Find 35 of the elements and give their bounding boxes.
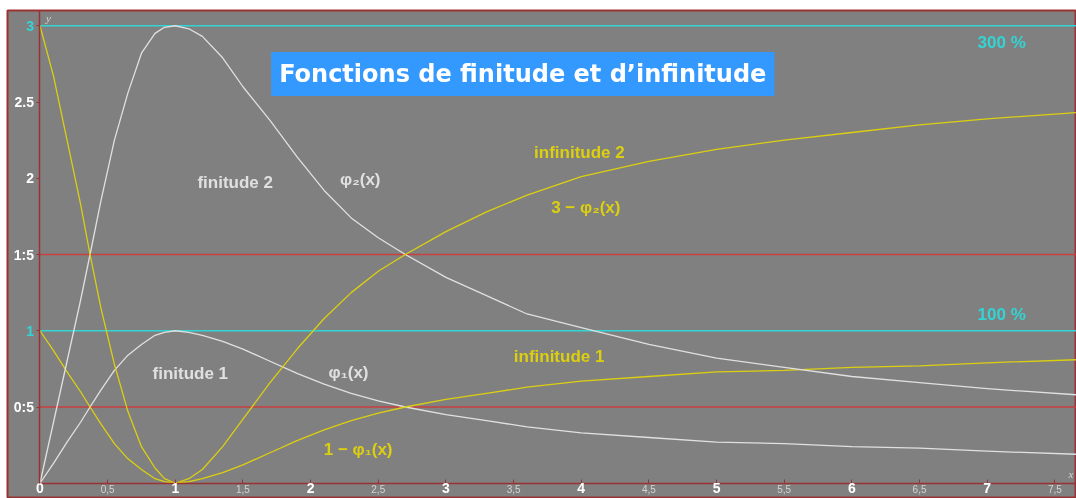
x-tick-label: 1 (171, 480, 180, 497)
text: Fonctions de finitude et d’infinitude (279, 59, 767, 88)
annotation: 1 − φ₁(x) (323, 440, 393, 460)
y-tick-label: 2.5 (14, 94, 35, 110)
x-tick-label: 7,5 (1047, 484, 1063, 496)
y-tick-label: 3 (26, 17, 35, 34)
x-tick-label: 2,5 (371, 484, 386, 496)
annotation: finitude 2 (197, 173, 273, 193)
y-tick-label: 1 (26, 322, 35, 339)
x-tick-label: 6 (847, 480, 856, 497)
x-tick-label: 3 (442, 480, 451, 497)
x-tick-label: 2 (306, 480, 315, 497)
ref-line-label: 100 % (977, 304, 1026, 324)
x-tick-label: 0 (36, 480, 45, 497)
ref-line-label: 300 % (977, 32, 1026, 52)
annotation: φ₁(x) (328, 362, 369, 382)
x-tick-label: 3,5 (506, 484, 521, 496)
y-tick-label: 2 (26, 170, 35, 187)
y-axis-title: y (44, 11, 51, 24)
x-tick-label: 5 (712, 480, 721, 497)
y-tick-label: 1:5 (13, 246, 35, 263)
x-axis-title: x (1067, 468, 1074, 481)
annotation: φ₂(x) (340, 170, 381, 190)
x-tick-label: 7 (983, 480, 992, 497)
annotation: infinitude 1 (513, 346, 605, 366)
annotation: finitude 1 (152, 364, 229, 384)
annotation: 3 − φ₂(x) (551, 197, 621, 217)
x-tick-label: 6,5 (912, 484, 927, 496)
annotation: infinitude 2 (534, 143, 625, 163)
x-tick-label: 5,5 (777, 484, 792, 496)
y-tick-label: 0:5 (13, 399, 35, 415)
x-tick-label: 4,5 (641, 484, 657, 496)
x-tick-label: 0,5 (100, 484, 116, 496)
x-tick-label: 4 (577, 480, 586, 497)
x-tick-label: 1,5 (236, 484, 251, 496)
